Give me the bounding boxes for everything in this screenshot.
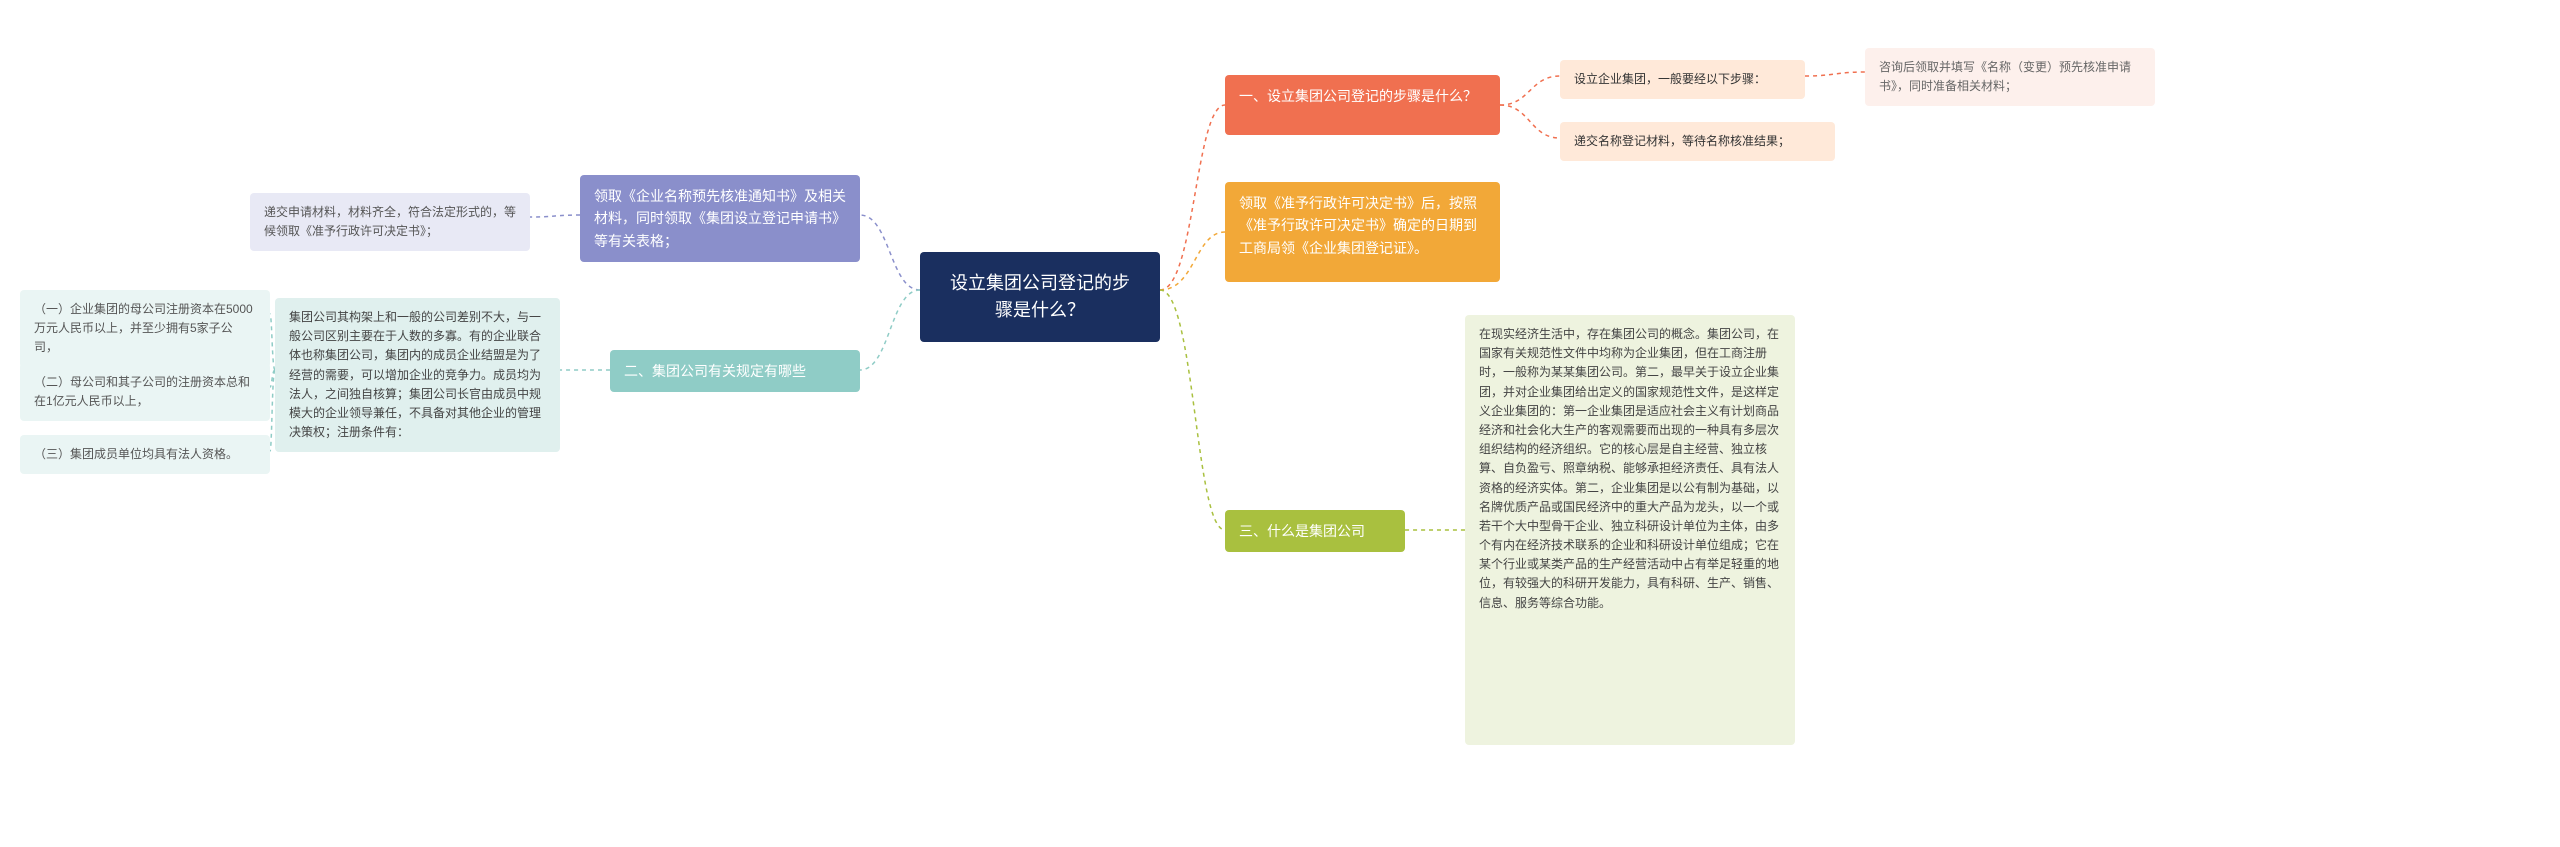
node-r3a[interactable]: 在现实经济生活中，存在集团公司的概念。集团公司，在国家有关规范性文件中均称为企业… (1465, 315, 1795, 745)
node-r1[interactable]: 一、设立集团公司登记的步骤是什么？ (1225, 75, 1500, 135)
node-r1a[interactable]: 设立企业集团，一般要经以下步骤： (1560, 60, 1805, 99)
node-r3[interactable]: 三、什么是集团公司 (1225, 510, 1405, 552)
node-l1[interactable]: 领取《企业名称预先核准通知书》及相关材料，同时领取《集团设立登记申请书》等有关表… (580, 175, 860, 262)
node-l2a3[interactable]: （三）集团成员单位均具有法人资格。 (20, 435, 270, 474)
node-l2a[interactable]: 集团公司其构架上和一般的公司差别不大，与一般公司区别主要在于人数的多寡。有的企业… (275, 298, 560, 452)
node-r1a1[interactable]: 咨询后领取并填写《名称（变更）预先核准申请书》，同时准备相关材料； (1865, 48, 2155, 106)
node-l2a2[interactable]: （二）母公司和其子公司的注册资本总和在1亿元人民币以上， (20, 363, 270, 421)
node-r1b[interactable]: 递交名称登记材料，等待名称核准结果； (1560, 122, 1835, 161)
center-topic[interactable]: 设立集团公司登记的步骤是什么？ (920, 252, 1160, 342)
node-l1a[interactable]: 递交申请材料，材料齐全，符合法定形式的，等候领取《准予行政许可决定书》； (250, 193, 530, 251)
node-r2[interactable]: 领取《准予行政许可决定书》后，按照《准予行政许可决定书》确定的日期到工商局领《企… (1225, 182, 1500, 282)
node-l2[interactable]: 二、集团公司有关规定有哪些 (610, 350, 860, 392)
node-l2a1[interactable]: （一）企业集团的母公司注册资本在5000万元人民币以上，并至少拥有5家子公司， (20, 290, 270, 368)
